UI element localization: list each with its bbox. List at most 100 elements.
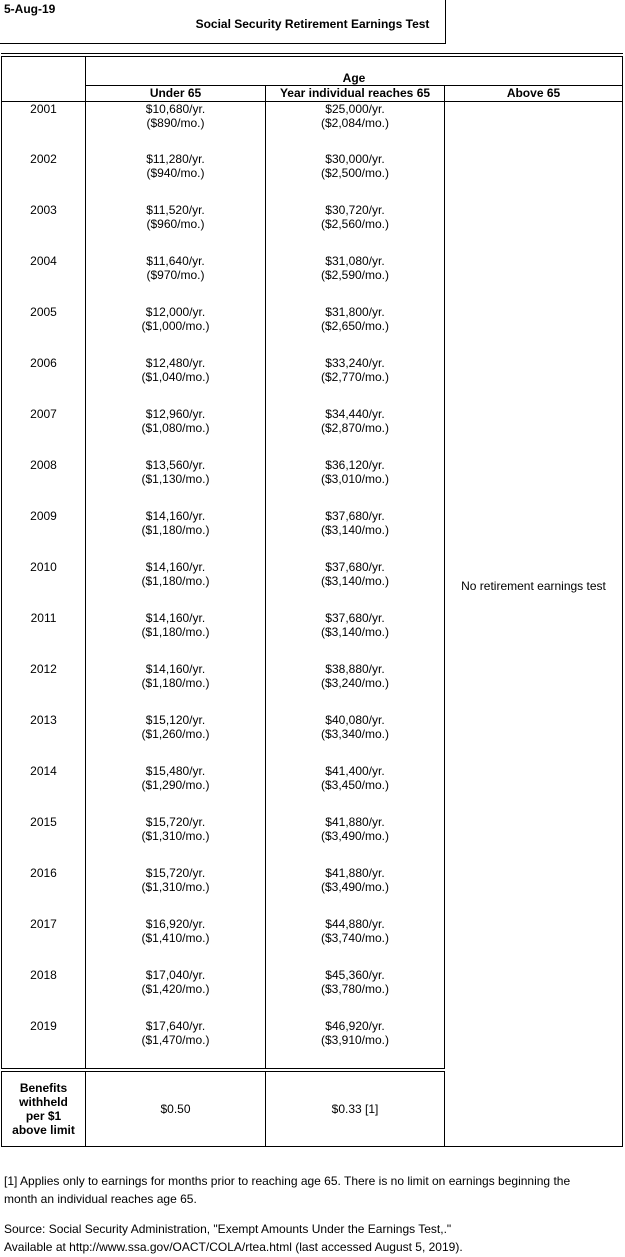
- table-row: 2014 $15,480/yr. ($1,290/mo.) $41,400/yr. ($…: [1, 764, 623, 815]
- annual-amount: $37,680/yr.: [325, 509, 385, 523]
- annual-amount: $44,880/yr.: [325, 917, 385, 931]
- annual-amount: $10,680/yr.: [145, 101, 206, 116]
- under65-cell: $11,520/yr. ($960/mo.): [85, 203, 266, 254]
- year-cell: 2019: [1, 1019, 86, 1070]
- reaches65-cell: $34,440/yr. ($2,870/mo.): [265, 407, 445, 458]
- year-cell: 2006: [1, 356, 86, 407]
- annual-amount: $30,000/yr.: [325, 152, 385, 166]
- monthly-amount: ($1,000/mo.): [141, 319, 210, 333]
- reaches65-cell: $25,000/yr. ($2,084/mo.): [265, 101, 445, 152]
- annual-amount: $41,880/yr.: [325, 815, 385, 829]
- annual-amount: $14,160/yr.: [145, 509, 206, 523]
- reaches65-cell: $41,880/yr. ($3,490/mo.): [265, 866, 445, 917]
- above65-note-cell: No retirement earnings test: [444, 101, 623, 1070]
- source-line: Source: Social Security Administration, …: [4, 1222, 452, 1236]
- under65-cell: $11,640/yr. ($970/mo.): [85, 254, 266, 305]
- reaches65-cell: $37,680/yr. ($3,140/mo.): [265, 560, 445, 611]
- under65-cell: $15,720/yr. ($1,310/mo.): [85, 866, 266, 917]
- monthly-amount: ($2,560/mo.): [320, 217, 390, 231]
- year-cell: 2010: [1, 560, 86, 611]
- benefits-withheld-row: Benefits withheld per $1 above limit $0.…: [1, 1068, 623, 1147]
- monthly-amount: ($1,420/mo.): [141, 982, 210, 996]
- under65-cell: $10,680/yr. ($890/mo.): [85, 101, 266, 152]
- under65-cell: $14,160/yr. ($1,180/mo.): [85, 509, 266, 560]
- reaches65-cell: $30,720/yr. ($2,560/mo.): [265, 203, 445, 254]
- annual-amount: $16,920/yr.: [145, 917, 206, 931]
- under65-cell: $16,920/yr. ($1,410/mo.): [85, 917, 266, 968]
- year-cell: 2012: [1, 662, 86, 713]
- title-cell-border: [0, 0, 446, 44]
- annual-amount: $41,400/yr.: [325, 764, 385, 778]
- annual-amount: $12,000/yr.: [145, 305, 206, 319]
- reaches65-cell: $41,880/yr. ($3,490/mo.): [265, 815, 445, 866]
- reaches65-cell: $36,120/yr. ($3,010/mo.): [265, 458, 445, 509]
- footnote-1-line: month an individual reaches age 65.: [4, 1192, 197, 1206]
- annual-amount: $40,080/yr.: [325, 713, 385, 727]
- monthly-amount: ($3,780/mo.): [320, 982, 390, 996]
- annual-amount: $45,360/yr.: [325, 968, 385, 982]
- monthly-amount: ($1,180/mo.): [141, 574, 210, 588]
- column-header-above-65: Above 65: [444, 85, 623, 102]
- reaches65-cell: $46,920/yr. ($3,910/mo.): [265, 1019, 445, 1070]
- annual-amount: $37,680/yr.: [325, 611, 385, 625]
- monthly-amount: ($2,870/mo.): [320, 421, 390, 435]
- year-cell: 2002: [1, 152, 86, 203]
- monthly-amount: ($960/mo.): [146, 217, 205, 231]
- under65-cell: $15,120/yr. ($1,260/mo.): [85, 713, 266, 764]
- reaches65-cell: $38,880/yr. ($3,240/mo.): [265, 662, 445, 713]
- date-label: 5-Aug-19: [4, 2, 56, 16]
- under65-cell: $14,160/yr. ($1,180/mo.): [85, 560, 266, 611]
- year-cell: 2007: [1, 407, 86, 458]
- column-header-reaches-65: Year individual reaches 65: [265, 85, 445, 102]
- monthly-amount: ($2,500/mo.): [320, 166, 390, 180]
- under65-cell: $17,640/yr. ($1,470/mo.): [85, 1019, 266, 1070]
- table-row: 2013 $15,120/yr. ($1,260/mo.) $40,080/yr. ($…: [1, 713, 623, 764]
- reaches65-cell: $37,680/yr. ($3,140/mo.): [265, 611, 445, 662]
- annual-amount: $30,720/yr.: [325, 203, 385, 217]
- footnote-1-line: [1] Applies only to earnings for months …: [4, 1174, 571, 1188]
- header-row-columns: Under 65 Year individual reaches 65 Abov…: [2, 85, 623, 102]
- header-row-age: Age: [1, 53, 623, 102]
- table-row: 2001 $10,680/yr. ($890/mo.) $25,000/yr. ($2,…: [1, 101, 623, 1070]
- monthly-amount: ($3,740/mo.): [320, 931, 390, 945]
- year-cell: 2013: [1, 713, 86, 764]
- monthly-amount: ($3,140/mo.): [320, 574, 390, 588]
- table-row: 2009 $14,160/yr. ($1,180/mo.) $37,680/yr. ($…: [1, 509, 623, 560]
- under65-cell: $11,280/yr. ($940/mo.): [85, 152, 266, 203]
- benefits-label-line: above limit: [12, 1122, 75, 1137]
- under65-cell: $12,000/yr. ($1,000/mo.): [85, 305, 266, 356]
- table-row: 2010 $14,160/yr. ($1,180/mo.) $37,680/yr. ($…: [1, 560, 623, 611]
- annual-amount: $12,960/yr.: [145, 407, 206, 421]
- reaches65-cell: $44,880/yr. ($3,740/mo.): [265, 917, 445, 968]
- monthly-amount: ($1,260/mo.): [141, 727, 210, 741]
- annual-amount: $17,040/yr.: [145, 968, 206, 982]
- monthly-amount: ($1,310/mo.): [141, 880, 210, 894]
- monthly-amount: ($1,080/mo.): [141, 421, 210, 435]
- reaches65-cell: $30,000/yr. ($2,500/mo.): [265, 152, 445, 203]
- year-cell: 2009: [1, 509, 86, 560]
- monthly-amount: ($3,340/mo.): [320, 727, 390, 741]
- benefits-label-line: withheld: [19, 1094, 68, 1109]
- annual-amount: $33,240/yr.: [325, 356, 385, 370]
- year-cell: 2014: [1, 764, 86, 815]
- monthly-amount: ($1,180/mo.): [141, 676, 210, 690]
- table-row: 2012 $14,160/yr. ($1,180/mo.) $38,880/yr. ($…: [1, 662, 623, 713]
- monthly-amount: ($3,140/mo.): [320, 625, 390, 639]
- annual-amount: $34,440/yr.: [325, 407, 385, 421]
- table-row: 2019 $17,640/yr. ($1,470/mo.) $46,920/yr. ($…: [1, 1019, 623, 1070]
- annual-amount: $46,920/yr.: [325, 1019, 385, 1033]
- reaches65-cell: $37,680/yr. ($3,140/mo.): [265, 509, 445, 560]
- annual-amount: $13,560/yr.: [145, 458, 206, 472]
- reaches65-cell: $31,080/yr. ($2,590/mo.): [265, 254, 445, 305]
- monthly-amount: ($3,010/mo.): [320, 472, 390, 486]
- monthly-amount: ($1,130/mo.): [141, 472, 210, 486]
- monthly-amount: ($1,180/mo.): [141, 523, 210, 537]
- source-url-line: Available at http://www.ssa.gov/OACT/COL…: [4, 1240, 463, 1254]
- monthly-amount: ($890/mo.): [146, 115, 205, 130]
- monthly-amount: ($3,450/mo.): [320, 778, 390, 792]
- year-cell: 2003: [1, 203, 86, 254]
- annual-amount: $41,880/yr.: [325, 866, 385, 880]
- table-row: 2018 $17,040/yr. ($1,420/mo.) $45,360/yr. ($…: [1, 968, 623, 1019]
- year-cell: 2016: [1, 866, 86, 917]
- year-cell: 2008: [1, 458, 86, 509]
